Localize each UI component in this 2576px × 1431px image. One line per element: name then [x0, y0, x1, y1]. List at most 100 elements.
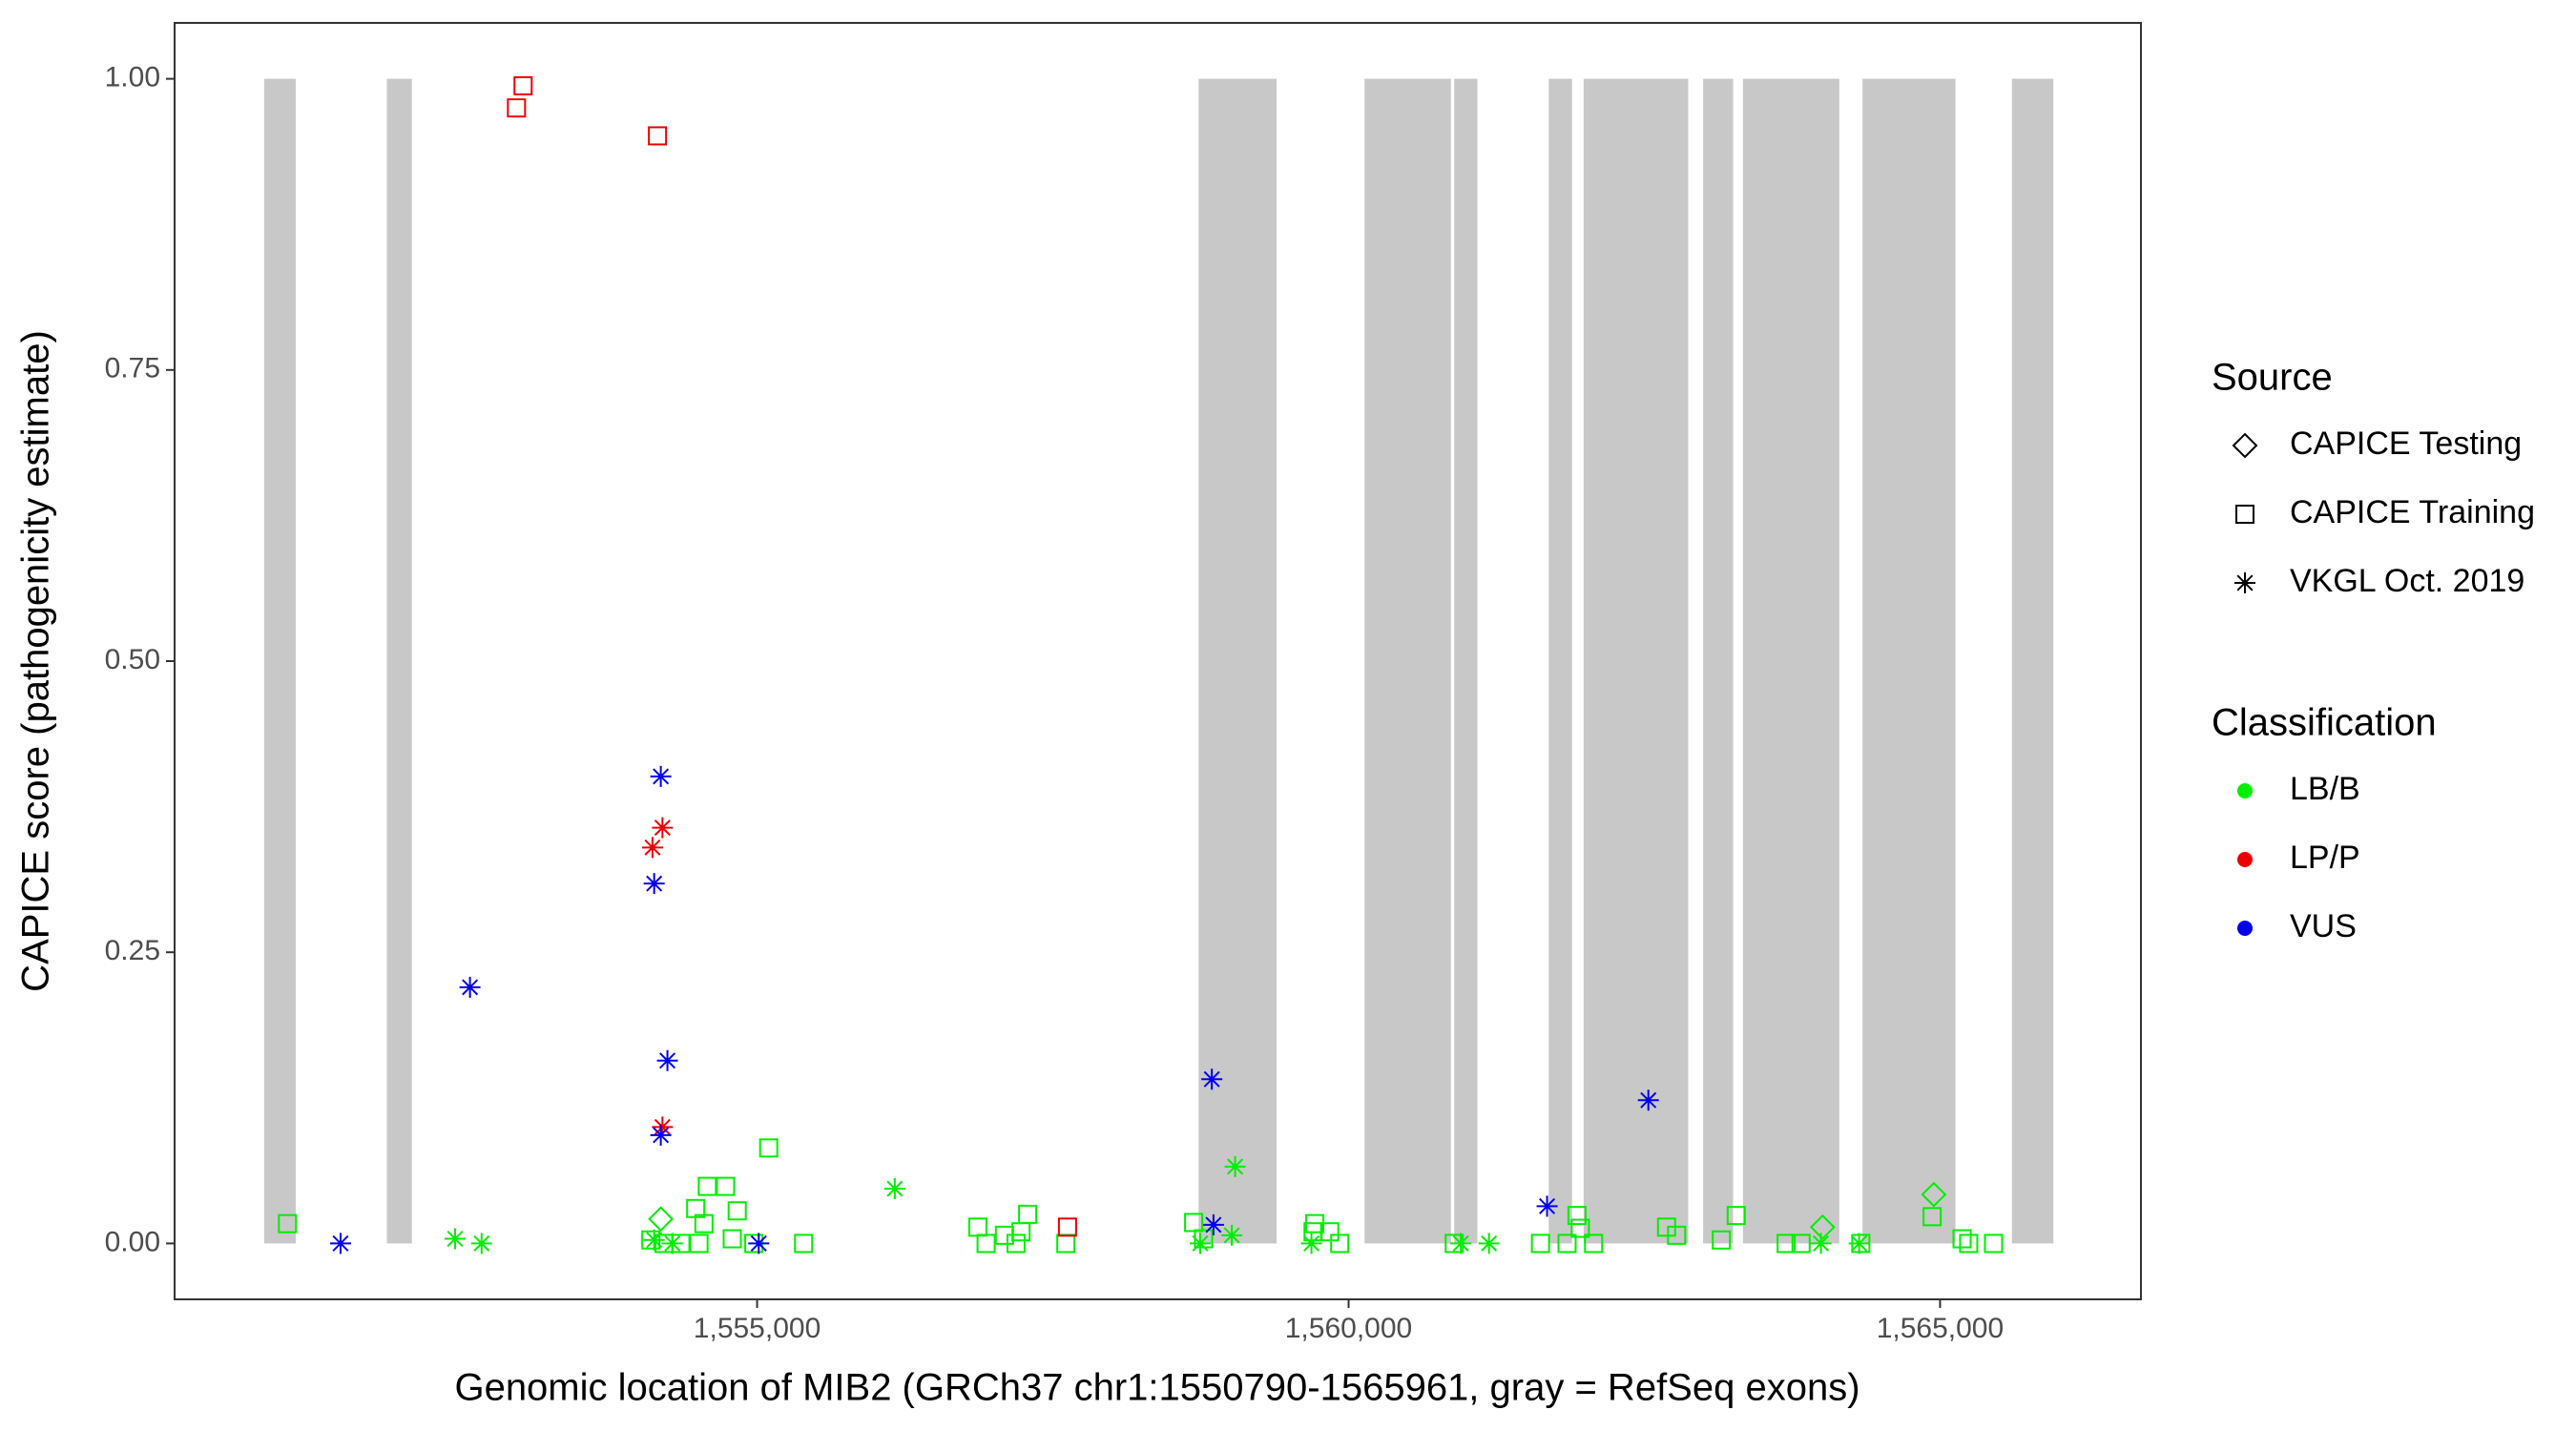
- exon: [1198, 78, 1277, 1244]
- exon: [1742, 78, 1839, 1244]
- point: [1712, 1230, 1732, 1250]
- exon: [386, 78, 412, 1244]
- point: [883, 1178, 905, 1200]
- point: [1776, 1234, 1797, 1254]
- legend-symbol: [2235, 505, 2254, 524]
- exon-layer: [263, 78, 2054, 1244]
- point: [1330, 1234, 1350, 1254]
- y-tick-label: 0.50: [105, 644, 160, 675]
- exon: [1454, 78, 1478, 1244]
- x-tick-label: 1,560,000: [1285, 1313, 1412, 1344]
- legend-swatch: [2237, 921, 2253, 936]
- point: [1809, 1213, 1836, 1240]
- y-tick-label: 0.25: [105, 935, 160, 966]
- point: [648, 126, 668, 146]
- point: [507, 98, 527, 118]
- point: [1570, 1218, 1590, 1238]
- point: [748, 1233, 770, 1255]
- point: [1952, 1229, 1972, 1249]
- legend-label: CAPICE Training: [2290, 494, 2535, 530]
- point: [648, 1206, 675, 1233]
- point: [1922, 1207, 1942, 1227]
- legend-title: Classification: [2212, 702, 2437, 744]
- exon: [1364, 78, 1451, 1244]
- y-axis-title: CAPICE score (pathogenicity estimate): [15, 330, 57, 992]
- point: [1221, 1224, 1243, 1246]
- point: [1201, 1068, 1223, 1090]
- plot-panel: [174, 22, 2142, 1300]
- point: [694, 1213, 714, 1234]
- point: [1848, 1233, 1870, 1255]
- point: [656, 1049, 678, 1071]
- point: [976, 1234, 996, 1254]
- point: [689, 1234, 709, 1254]
- point: [1921, 1181, 1947, 1208]
- y-tick-label: 0.75: [105, 353, 160, 384]
- point: [1224, 1155, 1246, 1177]
- x-tick-label: 1,565,000: [1877, 1313, 2004, 1344]
- point: [1190, 1233, 1212, 1255]
- exon: [1703, 78, 1734, 1244]
- point: [643, 1229, 665, 1251]
- point: [716, 1176, 736, 1196]
- legend-label: LB/B: [2290, 771, 2360, 807]
- legend-title: Source: [2212, 357, 2333, 399]
- legend-label: VUS: [2290, 908, 2357, 944]
- point: [643, 873, 665, 895]
- y-tick-label: 0.00: [105, 1226, 160, 1257]
- legend-swatch: [2237, 852, 2253, 867]
- point: [1959, 1234, 1979, 1254]
- point: [459, 976, 481, 998]
- exon: [1583, 78, 1689, 1244]
- exon: [263, 78, 296, 1244]
- point: [650, 765, 672, 787]
- point: [1319, 1222, 1340, 1242]
- point: [758, 1138, 779, 1158]
- point: [1530, 1234, 1550, 1254]
- exon: [1548, 78, 1572, 1244]
- point: [697, 1176, 717, 1196]
- x-axis-title: Genomic location of MIB2 (GRCh37 chr1:15…: [454, 1367, 1859, 1409]
- point: [794, 1234, 814, 1254]
- point: [1300, 1233, 1322, 1255]
- point: [652, 1116, 674, 1138]
- point: [444, 1228, 466, 1250]
- point: [1478, 1233, 1500, 1255]
- point: [1557, 1234, 1577, 1254]
- point: [1810, 1233, 1832, 1255]
- x-tick-label: 1,555,000: [694, 1313, 821, 1344]
- point: [652, 817, 674, 839]
- point: [1637, 1089, 1659, 1111]
- point: [722, 1229, 742, 1249]
- point: [278, 1213, 298, 1234]
- point: [1018, 1204, 1038, 1224]
- point: [1984, 1234, 2004, 1254]
- point: [1006, 1234, 1026, 1254]
- exon: [1862, 78, 1956, 1244]
- y-tick-label: 1.00: [105, 62, 160, 93]
- legend-label: VKGL Oct. 2019: [2290, 563, 2524, 599]
- point: [1536, 1195, 1558, 1217]
- point: [329, 1233, 351, 1255]
- point: [1667, 1225, 1687, 1245]
- point: [1184, 1213, 1204, 1233]
- point: [1450, 1233, 1472, 1255]
- point: [727, 1201, 747, 1221]
- exon: [2011, 78, 2054, 1244]
- legend-symbol: [2232, 432, 2258, 459]
- legend-label: CAPICE Testing: [2290, 425, 2522, 462]
- point: [641, 837, 663, 859]
- point: [1791, 1234, 1811, 1254]
- point: [650, 1124, 672, 1146]
- legend-swatch: [2237, 783, 2253, 798]
- point: [1057, 1217, 1077, 1237]
- point: [1202, 1213, 1224, 1235]
- point: [513, 75, 533, 95]
- point: [661, 1233, 683, 1255]
- point: [470, 1233, 492, 1255]
- point: [1567, 1206, 1587, 1226]
- legend-symbol: [2234, 572, 2255, 593]
- point: [1726, 1206, 1746, 1226]
- legend-label: LP/P: [2290, 840, 2360, 876]
